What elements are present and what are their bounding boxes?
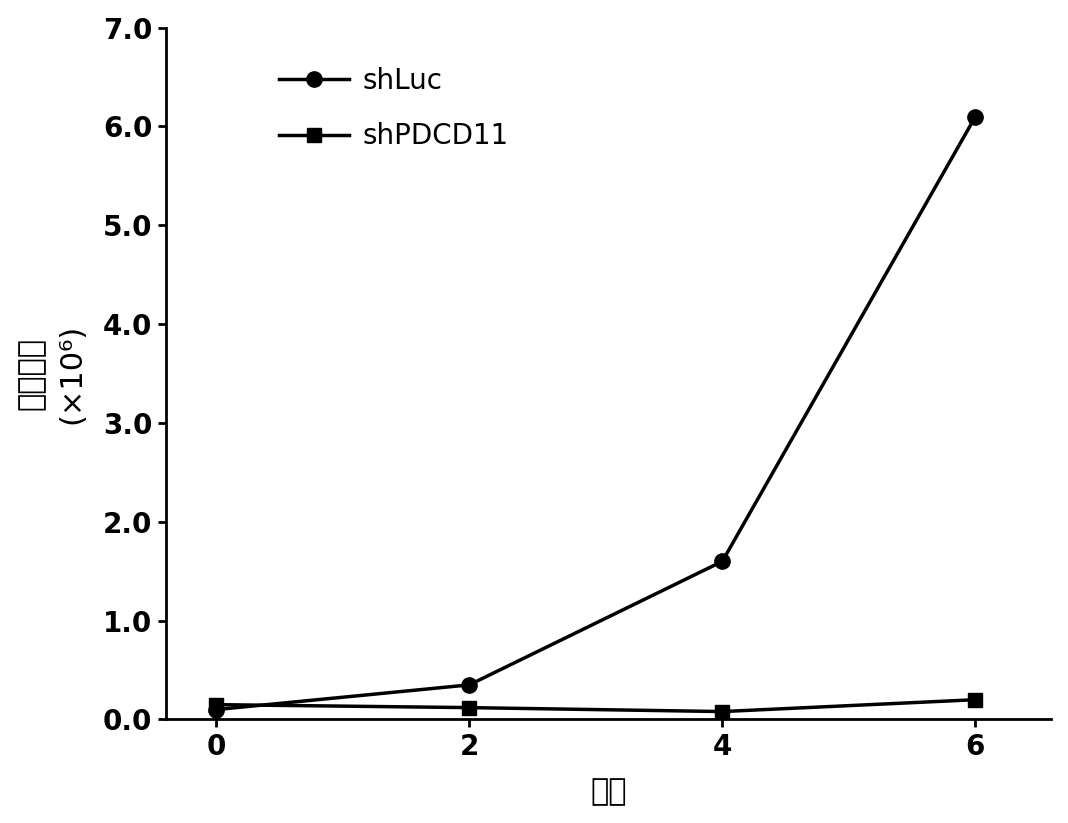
X-axis label: 天数: 天数 xyxy=(591,778,627,807)
shLuc xyxy=(209,704,222,714)
Legend: shLuc, shPDCD11: shLuc, shPDCD11 xyxy=(268,55,520,161)
shLuc xyxy=(969,112,981,122)
shLuc xyxy=(462,680,475,690)
Line: shLuc: shLuc xyxy=(208,109,983,717)
shPDCD11 xyxy=(462,703,475,713)
shPDCD11 xyxy=(716,707,728,717)
shPDCD11 xyxy=(209,700,222,709)
Y-axis label: 细胞计数
(×10⁶): 细胞计数 (×10⁶) xyxy=(17,323,87,424)
shLuc xyxy=(716,556,728,566)
shPDCD11 xyxy=(969,695,981,704)
Line: shPDCD11: shPDCD11 xyxy=(209,693,983,718)
